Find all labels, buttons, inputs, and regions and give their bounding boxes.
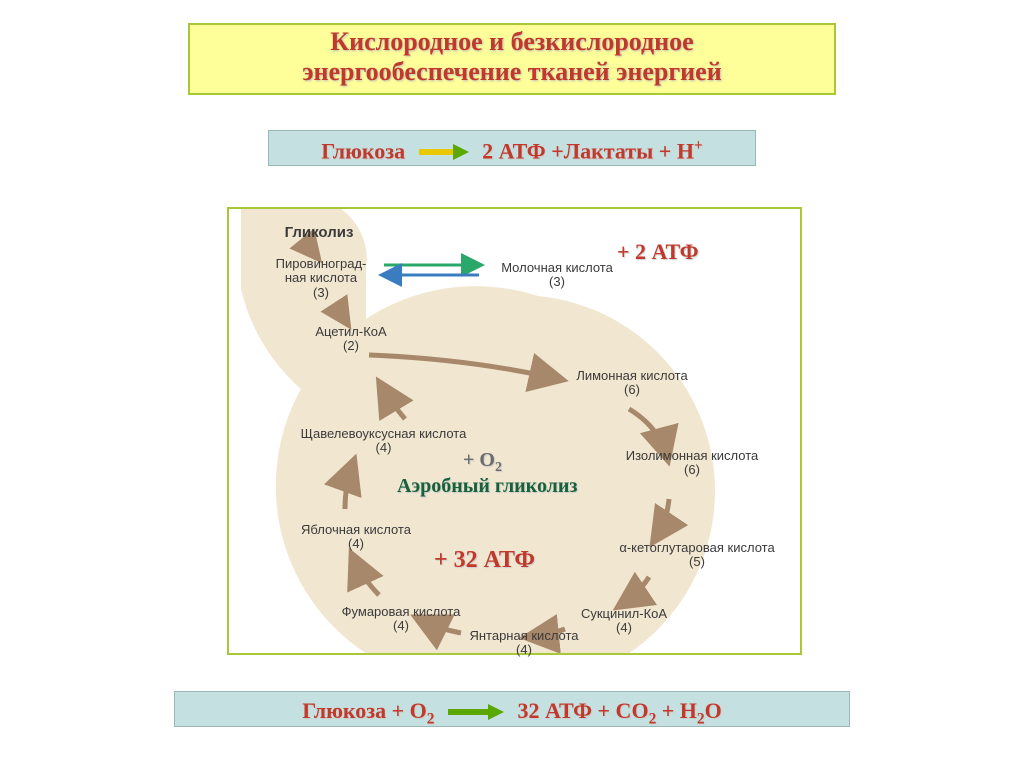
cycle-node-2-line-1: (3) [487, 275, 627, 289]
f2-left-a: Глюкоза + О [302, 698, 427, 723]
cycle-node-2-line-0: Молочная кислота [487, 261, 627, 275]
cycle-node-0-line-0: Гликолиз [269, 225, 369, 242]
cycle-node-4-line-1: (6) [567, 383, 697, 397]
cycle-node-6-line-1: (5) [609, 555, 785, 569]
title-line1: Кислородное и безкислородное [190, 27, 834, 57]
cycle-node-3: Ацетил-КоА(2) [301, 325, 401, 354]
cycle-node-3-line-0: Ацетил-КоА [301, 325, 401, 339]
cycle-node-10: Яблочная кислота(4) [291, 523, 421, 552]
cycle-node-11-line-0: Щавелевоуксусная кислота [291, 427, 476, 441]
f2-left-sub: 2 [427, 710, 435, 727]
arrow-svg [419, 144, 469, 160]
formula-aerobic: Глюкоза + О2 32 АТФ + СО2 + Н2О [174, 691, 850, 727]
cycle-node-1-line-0: Пировиноград- [261, 257, 381, 271]
cycle-node-1: Пировиноград-ная кислота(3) [261, 257, 381, 300]
cycle-node-11-line-1: (4) [291, 441, 476, 455]
cycle-node-5: Изолимонная кислота(6) [617, 449, 767, 478]
annot-32atp: + 32 АТФ [434, 547, 535, 574]
title-box: Кислородное и безкислородное энергообесп… [188, 23, 836, 95]
f1-sup: + [694, 137, 703, 154]
cycle-node-6-line-0: α-кетоглутаровая кислота [609, 541, 785, 555]
annot-o2: + О2 [463, 449, 502, 476]
f1-right: 2 АТФ +Лактаты + Н [482, 138, 694, 163]
annot-2atp: + 2 АТФ [617, 239, 699, 265]
cycle-node-8-line-1: (4) [459, 643, 589, 657]
cycle-node-9-line-0: Фумаровая кислота [331, 605, 471, 619]
cycle-node-9: Фумаровая кислота(4) [331, 605, 471, 634]
cycle-node-3-line-1: (2) [301, 339, 401, 353]
cycle-node-0: Гликолиз [269, 225, 369, 242]
cycle-node-4-line-0: Лимонная кислота [567, 369, 697, 383]
annot-o2-sub: 2 [495, 460, 502, 475]
arrow-icon [448, 700, 504, 726]
cycle-node-8: Янтарная кислота(4) [459, 629, 589, 658]
cycle-node-10-line-0: Яблочная кислота [291, 523, 421, 537]
cycle-node-2: Молочная кислота(3) [487, 261, 627, 290]
cycle-node-4: Лимонная кислота(6) [567, 369, 697, 398]
cycle-node-5-line-1: (6) [617, 463, 767, 477]
f2-right-a: 32 АТФ + СО [517, 698, 648, 723]
cycle-node-9-line-1: (4) [331, 619, 471, 633]
f2-right-sub2: 2 [697, 710, 705, 727]
f1-left: Глюкоза [321, 138, 405, 163]
arrow-icon [419, 140, 469, 166]
cycle-node-1-line-2: (3) [261, 286, 381, 300]
diagram-frame: ГликолизПировиноград-ная кислота(3)Молоч… [227, 207, 802, 655]
cycle-node-6: α-кетоглутаровая кислота(5) [609, 541, 785, 570]
cycle-node-7-line-0: Сукцинил-КоА [569, 607, 679, 621]
cycle-node-8-line-0: Янтарная кислота [459, 629, 589, 643]
formula-anaerobic: Глюкоза 2 АТФ +Лактаты + Н+ [268, 130, 756, 166]
arrow-svg [448, 704, 504, 720]
annot-o2-a: + О [463, 449, 495, 471]
f2-right-mid: + Н [656, 698, 697, 723]
cycle-node-1-line-1: ная кислота [261, 271, 381, 285]
cycle-node-5-line-0: Изолимонная кислота [617, 449, 767, 463]
cycle-node-10-line-1: (4) [291, 537, 421, 551]
annot-aerobic: Аэробный гликолиз [397, 475, 577, 498]
cycle-node-11: Щавелевоуксусная кислота(4) [291, 427, 476, 456]
f2-right-end: О [705, 698, 722, 723]
title-line2: энергообеспечение тканей энергией [190, 57, 834, 87]
